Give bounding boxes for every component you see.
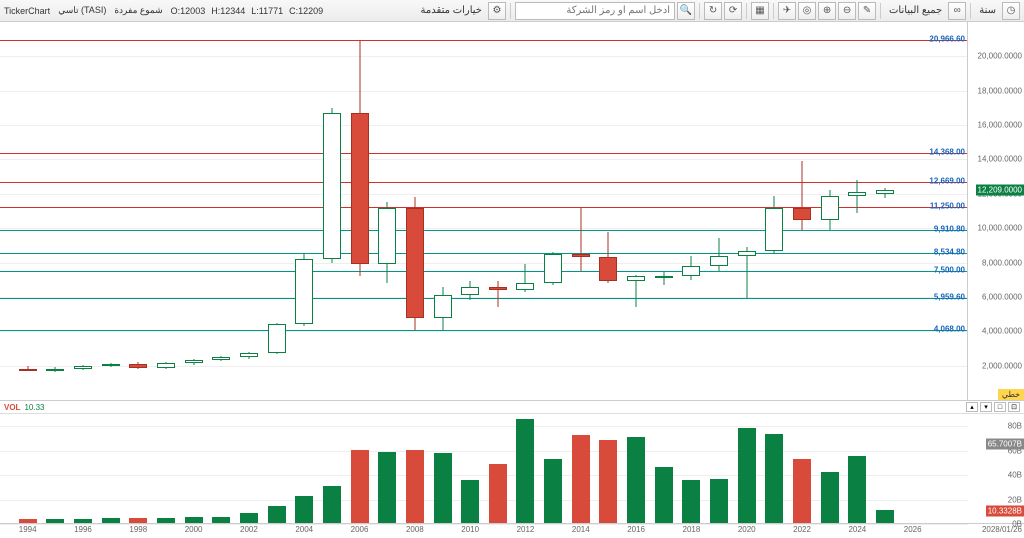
yellow-tag: خطي — [998, 389, 1024, 400]
minus-icon[interactable]: ⊖ — [838, 2, 856, 20]
x-tick: 2018 — [683, 525, 701, 534]
x-tick: 2014 — [572, 525, 590, 534]
x-tick: 2006 — [351, 525, 369, 534]
search-icon[interactable]: 🔍 — [677, 2, 695, 20]
volume-bar[interactable] — [46, 519, 64, 523]
x-tick: 1998 — [129, 525, 147, 534]
volume-bar[interactable] — [572, 435, 590, 523]
volume-bar[interactable] — [599, 440, 617, 523]
price-chart[interactable]: 20,966.6014,368.0012,669.0011,250.009,91… — [0, 22, 1024, 400]
volume-bar[interactable] — [268, 506, 286, 523]
volume-bar[interactable] — [19, 519, 37, 523]
x-axis: 1994 1996 1998 2000 2002 2004 2006 2008 2010 2012… — [0, 524, 1024, 538]
clock-icon[interactable]: ◷ — [1002, 2, 1020, 20]
ticker-name: TickerChart — [4, 6, 50, 16]
toolbar: ◷ سنة ∞ جميع البيانات ✎ ⊖ ⊕ ◎ ✈ ▦ ⟳ ↻ 🔍 … — [0, 0, 1024, 22]
volume-bar[interactable] — [848, 456, 866, 523]
volume-bar[interactable] — [489, 464, 507, 523]
refresh-icon[interactable]: ⟳ — [724, 2, 742, 20]
x-tick: 2002 — [240, 525, 258, 534]
x-tick: 1994 — [19, 525, 37, 534]
x-tick: 2000 — [185, 525, 203, 534]
cycle-icon[interactable]: ↻ — [704, 2, 722, 20]
volume-bar[interactable] — [682, 480, 700, 523]
volume-bar[interactable] — [157, 518, 175, 523]
x-tick: 2020 — [738, 525, 756, 534]
grid-icon[interactable]: ▦ — [751, 2, 769, 20]
volume-bar[interactable] — [793, 459, 811, 523]
search-input[interactable] — [515, 2, 675, 20]
link-icon[interactable]: ∞ — [948, 2, 966, 20]
volume-bar[interactable] — [74, 519, 92, 523]
volume-bar[interactable] — [516, 419, 534, 523]
period-label: سنة — [975, 5, 1000, 16]
volume-bar[interactable] — [876, 510, 894, 523]
volume-bar[interactable] — [434, 453, 452, 523]
x-tick: 2010 — [461, 525, 479, 534]
send-icon[interactable]: ✈ — [778, 2, 796, 20]
current-price-tag: 12,209.0000 — [976, 185, 1024, 196]
volume-bar[interactable] — [765, 434, 783, 523]
edit-icon[interactable]: ✎ — [858, 2, 876, 20]
volume-bar[interactable] — [378, 452, 396, 523]
x-tick: 2016 — [627, 525, 645, 534]
volume-bar[interactable] — [627, 437, 645, 523]
volume-bar[interactable] — [461, 480, 479, 523]
x-tick: 2026 — [904, 525, 922, 534]
vol-close-icon[interactable]: □ — [994, 402, 1006, 412]
x-tick: 2012 — [517, 525, 535, 534]
x-tick: 1996 — [74, 525, 92, 534]
volume-bar[interactable] — [821, 472, 839, 523]
volume-bar[interactable] — [185, 517, 203, 523]
volume-bar[interactable] — [102, 518, 120, 523]
plus-icon[interactable]: ⊕ — [818, 2, 836, 20]
gear-icon[interactable]: ⚙ — [488, 2, 506, 20]
vol-settings-icon[interactable]: ⊡ — [1008, 402, 1020, 412]
volume-bar[interactable] — [544, 459, 562, 523]
vol-marker: 65.7007B — [986, 438, 1024, 449]
volume-header: VOL 10.33 ▴ ▾ □ ⊡ — [0, 400, 1024, 414]
advanced-label: خيارات متقدمة — [417, 5, 486, 16]
x-right-label: 2028/01/26 — [982, 525, 1022, 534]
x-tick: 2008 — [406, 525, 424, 534]
volume-bar[interactable] — [710, 479, 728, 523]
candle-type: شموع مفردة — [114, 5, 162, 16]
volume-bar[interactable] — [129, 518, 147, 523]
volume-bar[interactable] — [212, 517, 230, 523]
volume-bar[interactable] — [351, 450, 369, 523]
vol-value: 10.33 — [24, 403, 44, 412]
x-tick: 2024 — [848, 525, 866, 534]
x-tick: 2004 — [295, 525, 313, 534]
volume-bar[interactable] — [240, 513, 258, 523]
vol-red-marker: 10.3328B — [986, 506, 1024, 517]
volume-bar[interactable] — [295, 496, 313, 523]
volume-bar[interactable] — [738, 428, 756, 523]
target-icon[interactable]: ◎ — [798, 2, 816, 20]
x-tick: 2022 — [793, 525, 811, 534]
vol-up-icon[interactable]: ▴ — [966, 402, 978, 412]
volume-bar[interactable] — [655, 467, 673, 523]
vol-down-icon[interactable]: ▾ — [980, 402, 992, 412]
vol-label: VOL — [4, 403, 20, 412]
symbol: تاسي (TASI) — [58, 5, 106, 16]
all-data-label: جميع البيانات — [885, 5, 946, 16]
volume-chart[interactable]: 0B20B40B60B80B65.7007B10.3328B — [0, 414, 1024, 524]
volume-bar[interactable] — [323, 486, 341, 523]
ticker-info: TickerChart تاسي (TASI) شموع مفردة O:120… — [4, 5, 323, 16]
volume-bar[interactable] — [406, 450, 424, 523]
